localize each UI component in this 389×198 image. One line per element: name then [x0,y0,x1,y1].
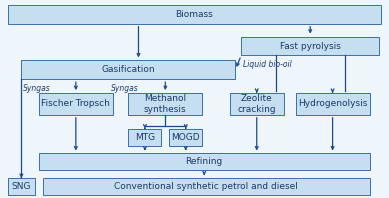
FancyBboxPatch shape [230,93,284,115]
Text: MTG: MTG [135,133,155,142]
Text: Refining: Refining [186,157,223,166]
Text: Liquid bio-oil: Liquid bio-oil [243,60,292,69]
Text: Hydrogenolysis: Hydrogenolysis [298,99,367,109]
FancyBboxPatch shape [241,37,379,55]
Text: Zeolite
cracking: Zeolite cracking [237,94,276,114]
FancyBboxPatch shape [128,129,161,146]
Text: Syngas: Syngas [23,84,51,93]
FancyBboxPatch shape [169,129,202,146]
Text: Fast pyrolysis: Fast pyrolysis [280,42,341,50]
Text: Fischer Tropsch: Fischer Tropsch [41,99,110,109]
Text: Syngas: Syngas [111,84,138,93]
Text: Methanol
synthesis: Methanol synthesis [144,94,187,114]
Text: SNG: SNG [12,182,31,191]
Text: Conventional synthetic petrol and diesel: Conventional synthetic petrol and diesel [114,182,298,191]
Text: Gasification: Gasification [102,65,155,74]
FancyBboxPatch shape [39,153,370,170]
FancyBboxPatch shape [128,93,202,115]
FancyBboxPatch shape [296,93,370,115]
FancyBboxPatch shape [8,178,35,195]
FancyBboxPatch shape [21,60,235,79]
Text: MOGD: MOGD [172,133,200,142]
FancyBboxPatch shape [39,93,113,115]
FancyBboxPatch shape [8,5,381,24]
Text: Biomass: Biomass [175,10,214,19]
FancyBboxPatch shape [43,178,370,195]
